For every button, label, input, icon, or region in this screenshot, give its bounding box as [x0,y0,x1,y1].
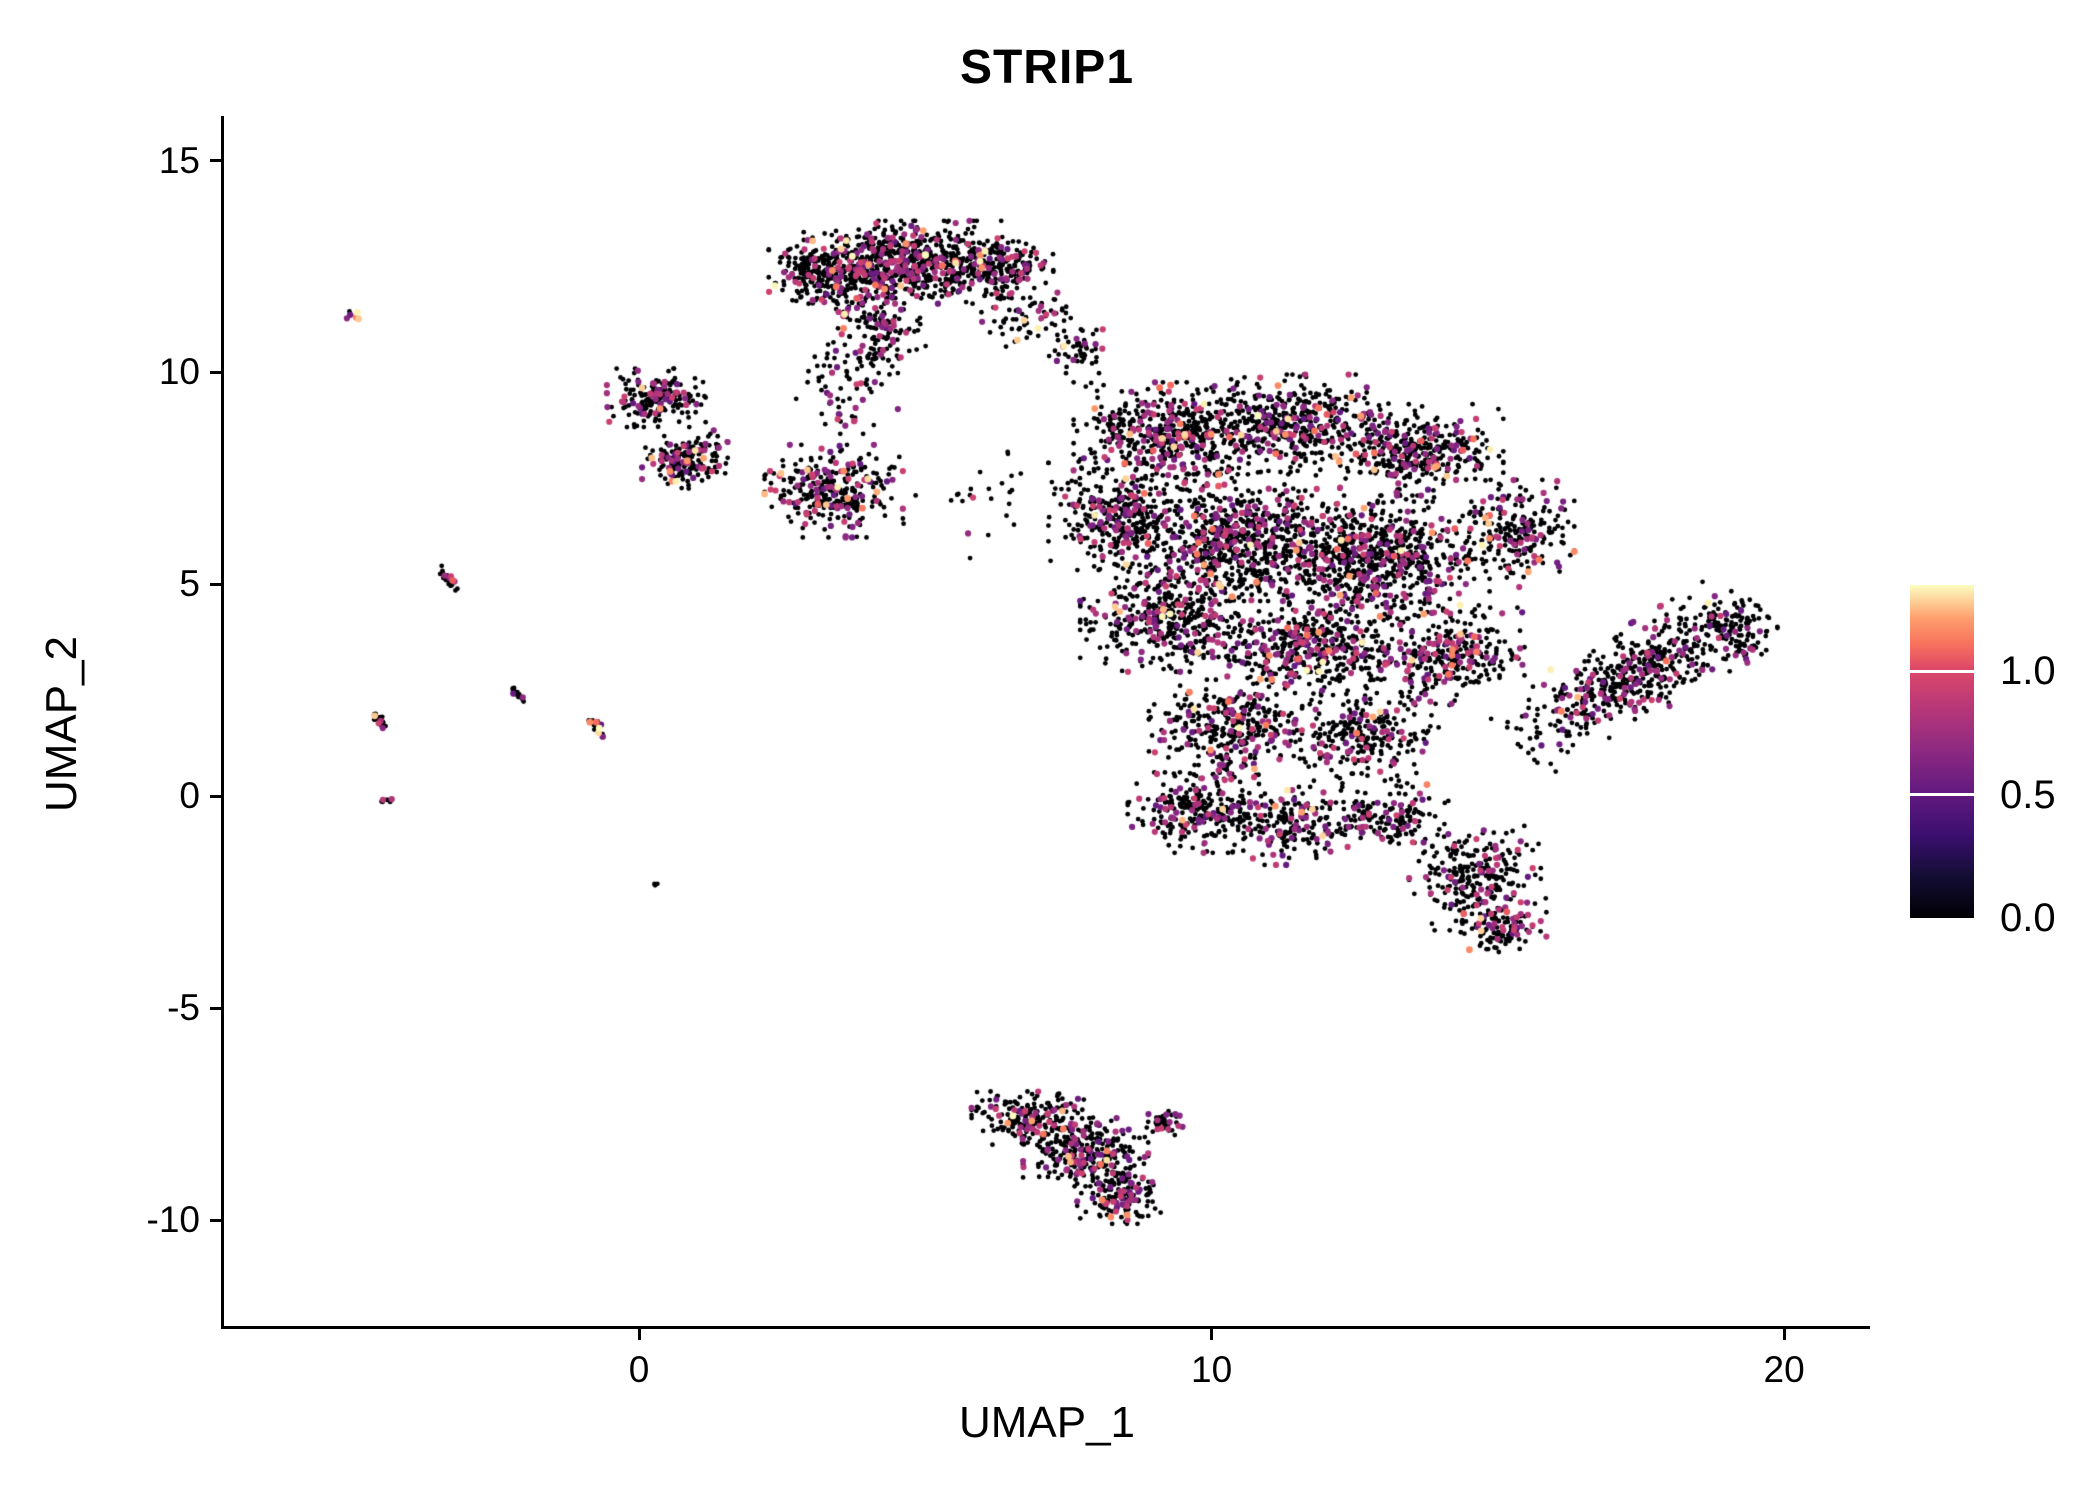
x-axis-title: UMAP_1 [958,1398,1136,1447]
y-tick-mark [210,582,224,586]
y-tick-mark [210,1006,224,1010]
y-tick-mark [210,159,224,162]
x-tick-label: 10 [1191,1349,1233,1390]
x-tick-mark [1210,1326,1214,1340]
plot-title: STRIP1 [959,41,1135,94]
colorbar-gradient [1910,585,1974,918]
y-tick-label: 5 [179,563,200,605]
x-tick-mark [637,1326,641,1340]
y-tick-label: -10 [146,1199,200,1241]
y-tick-label: -5 [167,987,200,1029]
y-axis-line [221,116,224,1329]
x-tick-mark [1782,1326,1786,1340]
scatter-points-canvas [224,116,1870,1326]
colorbar-tick-label: 0.5 [2000,772,2056,817]
y-tick-mark [210,1218,224,1222]
colorbar-tick-line [1910,793,1974,797]
x-axis-line [221,1326,1870,1329]
colorbar-tick-label: 0.0 [2000,896,2056,940]
y-tick-mark [210,794,224,798]
y-tick-label: 15 [158,139,200,181]
y-tick-label: 0 [179,775,200,817]
y-axis-title: UMAP_2 [37,635,86,813]
y-tick-mark [210,370,224,374]
colorbar-tick-label: 1.0 [2000,649,2056,694]
x-tick-label: 20 [1763,1349,1805,1390]
colorbar-tick-line [1910,669,1974,673]
x-tick-label: 0 [628,1349,650,1390]
y-tick-label: 10 [158,351,200,393]
